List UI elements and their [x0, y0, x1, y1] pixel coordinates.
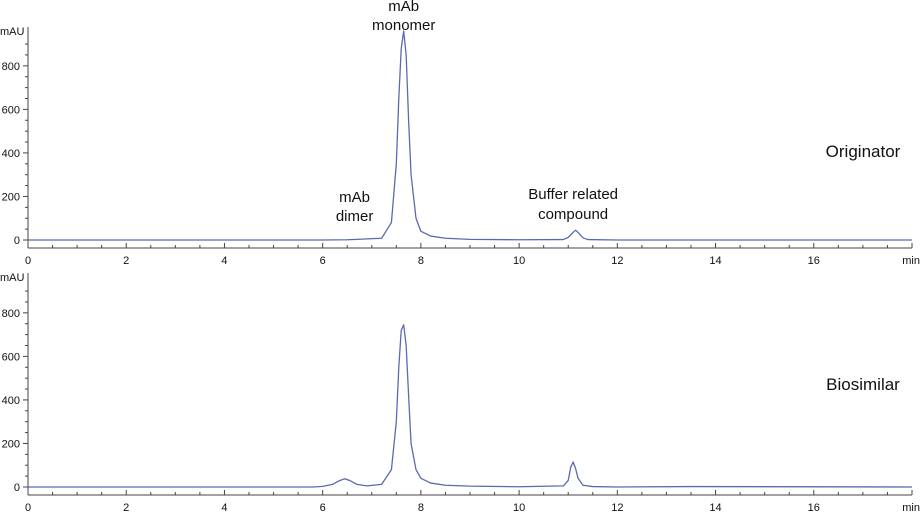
- panel-1-y-tick-label: 600: [2, 104, 20, 116]
- panel-1-peak-annotation: compound: [538, 206, 608, 223]
- panel-2-x-tick-label: 16: [808, 502, 820, 513]
- panel-2-y-tick-label: 600: [2, 351, 20, 363]
- panel-1-peak-annotation: monomer: [372, 17, 435, 34]
- panel-1-peak-annotation: mAb: [339, 189, 370, 206]
- panel-2-x-tick-label: 6: [320, 502, 326, 513]
- panel-1-chromatogram-trace: [28, 30, 912, 241]
- panel-2-y-unit-label: mAU: [0, 272, 25, 284]
- panel-1-x-tick-label: 14: [709, 255, 721, 267]
- panel-1-x-unit-label: min: [902, 255, 920, 267]
- panel-1-peak-annotation: mAb: [388, 0, 419, 15]
- panel-1-x-tick-label: 2: [123, 255, 129, 267]
- panel-2-y-tick-label: 400: [2, 395, 20, 407]
- panel-2-x-tick-label: 4: [221, 502, 227, 513]
- panel-1-y-tick-label: 200: [2, 191, 20, 203]
- panel-2-x-tick-label: 10: [513, 502, 525, 513]
- panel-1-x-tick-label: 0: [25, 255, 31, 267]
- panel-2-y-tick-label: 200: [2, 438, 20, 450]
- panel-2-x-tick-label: 2: [123, 502, 129, 513]
- panel-2-x-unit-label: min: [902, 502, 920, 513]
- panel-1-y-tick-label: 0: [14, 235, 20, 247]
- panel-1-x-tick-label: 10: [513, 255, 525, 267]
- panel-2-chromatogram-trace: [28, 324, 913, 488]
- panel-2-sample-label: Biosimilar: [826, 375, 900, 394]
- panel-1-x-tick-label: 8: [418, 255, 424, 267]
- panel-2-y-tick-label: 0: [14, 482, 20, 494]
- panel-1-peak-annotation: Buffer related: [528, 186, 618, 203]
- panel-2-y-tick-label: 800: [2, 308, 20, 320]
- panel-2-x-tick-label: 14: [709, 502, 721, 513]
- panel-2-x-tick-label: 8: [418, 502, 424, 513]
- panel-1-peak-annotation: dimer: [336, 208, 374, 225]
- panel-1-sample-label: Originator: [826, 142, 901, 161]
- panel-2-x-tick-label: 0: [25, 502, 31, 513]
- panel-1-x-tick-label: 16: [808, 255, 820, 267]
- panel-2-x-tick-label: 12: [611, 502, 623, 513]
- panel-1-y-tick-label: 400: [2, 148, 20, 160]
- panel-1-x-tick-label: 6: [320, 255, 326, 267]
- panel-1-y-unit-label: mAU: [0, 26, 25, 38]
- panel-1-y-tick-label: 800: [2, 61, 20, 73]
- panel-1-x-tick-label: 4: [221, 255, 227, 267]
- panel-1-x-tick-label: 12: [611, 255, 623, 267]
